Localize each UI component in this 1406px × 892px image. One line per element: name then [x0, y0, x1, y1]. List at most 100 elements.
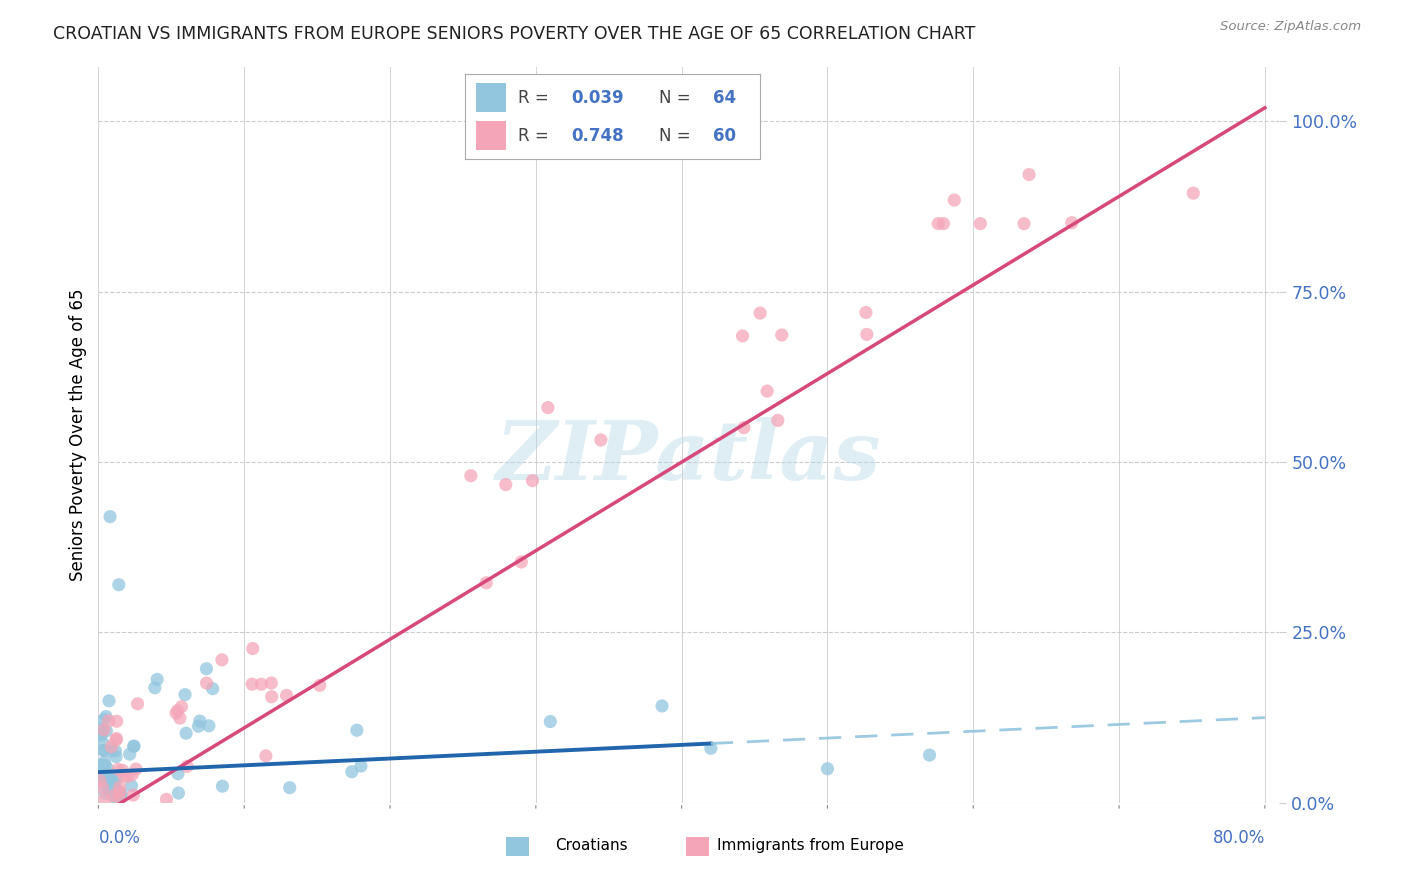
- Point: [105, 792, 128, 806]
- Point: [340, 764, 363, 779]
- Point: [308, 678, 330, 692]
- Point: [538, 714, 561, 729]
- Point: [766, 413, 789, 427]
- Point: [276, 689, 298, 703]
- Point: [125, 762, 148, 776]
- Point: [969, 217, 991, 231]
- Point: [537, 401, 560, 415]
- Point: [112, 768, 135, 782]
- Point: [1182, 186, 1205, 200]
- Point: [105, 749, 128, 764]
- Point: [100, 771, 122, 785]
- Text: ZIPatlas: ZIPatlas: [496, 417, 882, 497]
- Point: [110, 786, 132, 800]
- Point: [93, 723, 115, 737]
- Point: [127, 697, 149, 711]
- Point: [107, 762, 129, 776]
- Point: [927, 217, 949, 231]
- Point: [108, 780, 131, 794]
- Point: [174, 688, 197, 702]
- Point: [93, 743, 115, 757]
- Point: [651, 698, 673, 713]
- Point: [475, 575, 498, 590]
- Point: [97, 782, 120, 797]
- Point: [90, 729, 112, 743]
- Point: [856, 327, 879, 342]
- Point: [98, 694, 121, 708]
- Point: [93, 755, 115, 769]
- Point: [943, 193, 966, 207]
- Point: [94, 787, 117, 801]
- Point: [111, 764, 134, 778]
- Point: [211, 779, 233, 793]
- Point: [589, 433, 612, 447]
- Text: Source: ZipAtlas.com: Source: ZipAtlas.com: [1220, 20, 1361, 33]
- Point: [522, 474, 544, 488]
- Point: [495, 477, 517, 491]
- Point: [242, 641, 264, 656]
- Y-axis label: Seniors Poverty Over the Age of 65: Seniors Poverty Over the Age of 65: [69, 289, 87, 581]
- Point: [260, 676, 283, 690]
- Point: [97, 782, 120, 797]
- Point: [195, 662, 218, 676]
- Point: [250, 677, 273, 691]
- Point: [700, 741, 723, 756]
- Point: [121, 767, 143, 781]
- Point: [101, 788, 124, 802]
- Point: [108, 578, 131, 592]
- Point: [1060, 216, 1083, 230]
- Point: [105, 785, 128, 799]
- Point: [98, 509, 121, 524]
- Point: [187, 719, 209, 733]
- Point: [89, 764, 111, 779]
- Point: [105, 731, 128, 746]
- Point: [510, 555, 533, 569]
- Point: [100, 744, 122, 758]
- Point: [770, 328, 793, 343]
- Point: [93, 713, 115, 727]
- Point: [817, 762, 839, 776]
- Point: [103, 776, 125, 790]
- Point: [104, 772, 127, 786]
- Point: [89, 722, 111, 736]
- Point: [91, 723, 114, 738]
- Point: [918, 748, 941, 763]
- Point: [1012, 217, 1035, 231]
- Point: [174, 726, 197, 740]
- Point: [108, 790, 131, 805]
- Point: [97, 714, 120, 728]
- Point: [932, 217, 955, 231]
- Point: [733, 420, 755, 434]
- Point: [855, 305, 877, 319]
- Point: [143, 681, 166, 695]
- Point: [240, 677, 263, 691]
- Point: [105, 714, 128, 729]
- Point: [146, 673, 169, 687]
- Point: [94, 758, 117, 772]
- Point: [101, 789, 124, 803]
- Point: [278, 780, 301, 795]
- Text: Immigrants from Europe: Immigrants from Europe: [717, 838, 904, 853]
- Point: [122, 739, 145, 754]
- Point: [96, 723, 118, 738]
- Point: [350, 759, 373, 773]
- Point: [107, 785, 129, 799]
- Point: [93, 743, 115, 757]
- Text: 80.0%: 80.0%: [1212, 829, 1265, 847]
- Point: [89, 775, 111, 789]
- Point: [94, 709, 117, 723]
- Point: [176, 759, 198, 773]
- Text: Croatians: Croatians: [555, 838, 628, 853]
- Point: [122, 739, 145, 754]
- Point: [166, 704, 188, 718]
- Point: [731, 329, 754, 343]
- Point: [104, 744, 127, 758]
- Point: [346, 723, 368, 738]
- Point: [117, 770, 139, 784]
- Text: 0.0%: 0.0%: [98, 829, 141, 847]
- Point: [103, 776, 125, 790]
- Point: [97, 769, 120, 783]
- Point: [195, 676, 218, 690]
- Point: [100, 739, 122, 754]
- Point: [110, 790, 132, 805]
